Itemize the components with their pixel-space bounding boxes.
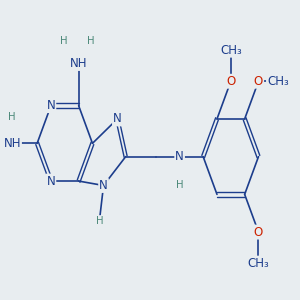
Text: O: O — [254, 226, 263, 238]
Text: H: H — [8, 112, 16, 122]
Text: NH: NH — [70, 57, 87, 70]
Text: H: H — [176, 181, 183, 190]
Text: H: H — [87, 36, 95, 46]
Text: CH₃: CH₃ — [248, 256, 269, 270]
Text: O: O — [254, 75, 263, 88]
Text: N: N — [175, 150, 184, 163]
Text: NH: NH — [4, 137, 21, 150]
Text: N: N — [46, 99, 55, 112]
Text: O: O — [226, 75, 236, 88]
Text: N: N — [113, 112, 122, 125]
Text: H: H — [96, 216, 103, 226]
Text: CH₃: CH₃ — [267, 75, 289, 88]
Text: N: N — [99, 179, 108, 192]
Text: CH₃: CH₃ — [220, 44, 242, 57]
Text: H: H — [60, 36, 67, 46]
Text: N: N — [46, 175, 55, 188]
